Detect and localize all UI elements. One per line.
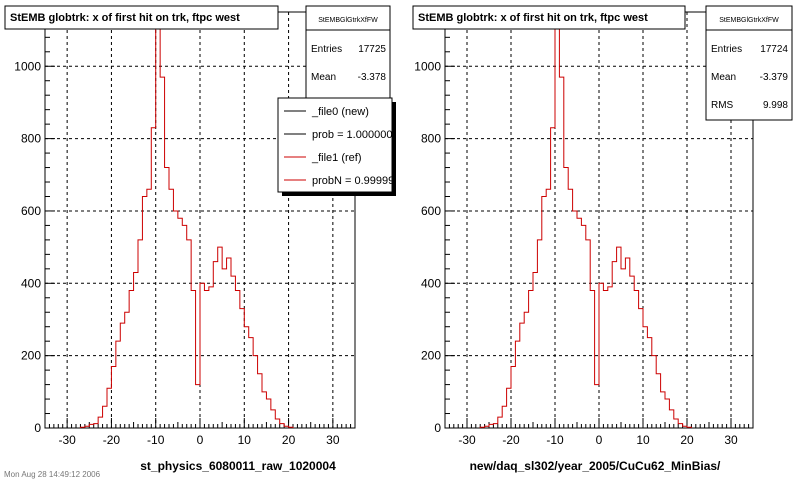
x-tick-label: 30 (724, 433, 738, 447)
title-box (412, 5, 686, 30)
histogram-series (79, 15, 294, 428)
x-tick-label: -10 (546, 433, 564, 447)
x-tick-label: 10 (238, 433, 252, 447)
stats-value: 17724 (760, 44, 788, 55)
x-tick-label: 0 (596, 433, 603, 447)
chart-title: StEMB globtrk: x of first hit on trk, ft… (418, 12, 648, 24)
x-axis-label: st_physics_6080011_raw_1020004 (140, 459, 336, 473)
legend-box (277, 97, 393, 193)
stats-label: Mean (711, 72, 736, 83)
x-tick-label: -10 (147, 433, 165, 447)
legend-label: prob = 1.000000 (312, 129, 392, 141)
x-tick-label: 30 (326, 433, 340, 447)
axis-ticks (444, 22, 754, 429)
y-tick-label: 1000 (14, 59, 41, 73)
y-tick-label: 800 (421, 132, 441, 146)
y-tick-label: 800 (21, 132, 41, 146)
axis-ticks (44, 22, 356, 429)
y-tick-label: 1000 (414, 59, 441, 73)
y-tick-label: 600 (421, 204, 441, 218)
stats-name: StEMBGlGtrkXfFW (719, 17, 779, 24)
histogram-series (479, 15, 692, 428)
x-tick-labels: -30 -20 -10 0 10 20 30 (58, 433, 339, 447)
x-tick-label: 20 (282, 433, 296, 447)
y-tick-labels: 0 200 400 600 800 1000 (14, 59, 41, 435)
y-tick-label: 400 (421, 276, 441, 290)
legend-label: probN = 0.99999 (312, 175, 394, 187)
stats-box (705, 5, 793, 121)
y-tick-labels: 0 200 400 600 800 1000 (414, 59, 441, 435)
stats-box (305, 5, 391, 99)
stats-label: Entries (711, 44, 742, 55)
y-tick-label: 600 (21, 204, 41, 218)
title-box (4, 5, 279, 30)
y-tick-label: 0 (434, 421, 441, 435)
x-tick-label: 10 (636, 433, 650, 447)
stats-value: 17725 (358, 44, 386, 55)
stats-label: RMS (711, 100, 734, 111)
y-tick-label: 0 (34, 421, 41, 435)
x-axis-label: new/daq_sl302/year_2005/CuCu62_MinBias/ (470, 459, 721, 473)
stats-label: Mean (311, 72, 336, 83)
x-tick-label: -20 (103, 433, 121, 447)
stats-value: -3.378 (358, 72, 387, 83)
x-tick-label: -20 (502, 433, 520, 447)
x-tick-label: 0 (197, 433, 204, 447)
y-tick-label: 200 (421, 349, 441, 363)
footer-timestamp: Mon Aug 28 14:49:12 2006 (4, 470, 101, 479)
chart-panel-1: -30 -20 -10 0 10 20 30 0 200 400 600 800 1000 st_phys… (4, 5, 396, 473)
y-tick-label: 200 (21, 349, 41, 363)
x-tick-labels: -30 -20 -10 0 10 20 30 (458, 433, 738, 447)
stats-value: -3.379 (760, 72, 789, 83)
y-tick-label: 400 (21, 276, 41, 290)
stats-name: StEMBGlGtrkXfFW (318, 17, 378, 24)
chart-title: StEMB globtrk: x of first hit on trk, ft… (10, 12, 240, 24)
legend-label: _file0 (new) (311, 106, 369, 118)
stats-value: 9.998 (763, 100, 788, 111)
x-tick-label: -30 (458, 433, 476, 447)
stats-label: Entries (311, 44, 342, 55)
x-tick-label: 20 (680, 433, 694, 447)
chart-panel-2: -30 -20 -10 0 10 20 30 0 200 400 600 800 1000 new/daq… (412, 5, 793, 473)
x-tick-label: -30 (58, 433, 76, 447)
legend-label: _file1 (ref) (311, 152, 362, 164)
